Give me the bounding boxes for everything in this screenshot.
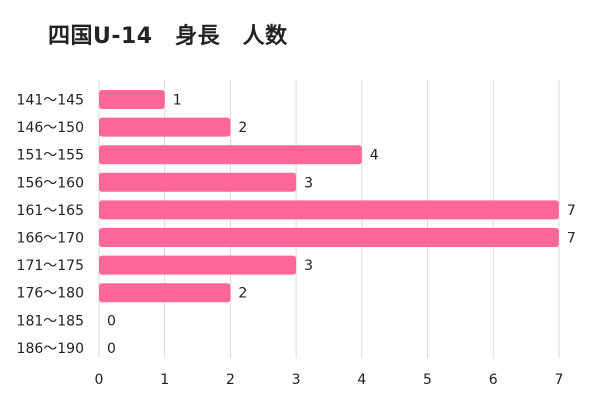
value-labels: 1 2 4 3 7 7 3 2 0 0 bbox=[107, 93, 576, 357]
bar bbox=[99, 145, 362, 165]
data-label: 7 bbox=[567, 203, 576, 219]
category-label: 156～160 bbox=[17, 175, 84, 191]
category-label: 176～180 bbox=[17, 286, 84, 302]
x-tick-label: 1 bbox=[160, 372, 169, 388]
data-label: 4 bbox=[370, 148, 379, 164]
x-tick-label: 2 bbox=[226, 372, 235, 388]
bar bbox=[99, 172, 297, 192]
x-tick-label: 0 bbox=[95, 372, 104, 388]
category-label: 166～170 bbox=[17, 231, 84, 247]
bar bbox=[99, 283, 231, 303]
category-label: 171～175 bbox=[17, 258, 84, 274]
data-label: 3 bbox=[304, 175, 313, 191]
data-label: 2 bbox=[238, 120, 247, 136]
category-label: 181～185 bbox=[17, 313, 84, 329]
bar bbox=[99, 90, 165, 109]
x-tick-label: 7 bbox=[554, 372, 563, 388]
category-label: 186～190 bbox=[17, 341, 84, 357]
x-tick-label: 5 bbox=[423, 372, 432, 388]
bar bbox=[99, 200, 559, 220]
x-tick-labels: 0 1 2 3 4 5 6 7 bbox=[95, 372, 564, 388]
data-label: 0 bbox=[107, 341, 116, 357]
bars bbox=[99, 90, 559, 303]
category-label: 161～165 bbox=[17, 203, 84, 219]
data-label: 0 bbox=[107, 313, 116, 329]
x-tick-label: 4 bbox=[357, 372, 366, 388]
x-tick-label: 3 bbox=[292, 372, 301, 388]
data-label: 7 bbox=[567, 231, 576, 247]
data-label: 1 bbox=[173, 93, 182, 109]
bar bbox=[99, 228, 559, 247]
category-label: 151～155 bbox=[17, 148, 84, 164]
category-label: 146～150 bbox=[17, 120, 84, 136]
category-labels: 141～145 146～150 151～155 156～160 161～165 166～1… bbox=[17, 93, 84, 357]
data-label: 2 bbox=[238, 286, 247, 302]
x-tick-label: 6 bbox=[489, 372, 498, 388]
bar bbox=[99, 255, 297, 275]
category-label: 141～145 bbox=[17, 93, 84, 109]
bar bbox=[99, 117, 231, 137]
chart-title: 四国U-14 身長 人数 bbox=[48, 24, 288, 49]
data-label: 3 bbox=[304, 258, 313, 274]
